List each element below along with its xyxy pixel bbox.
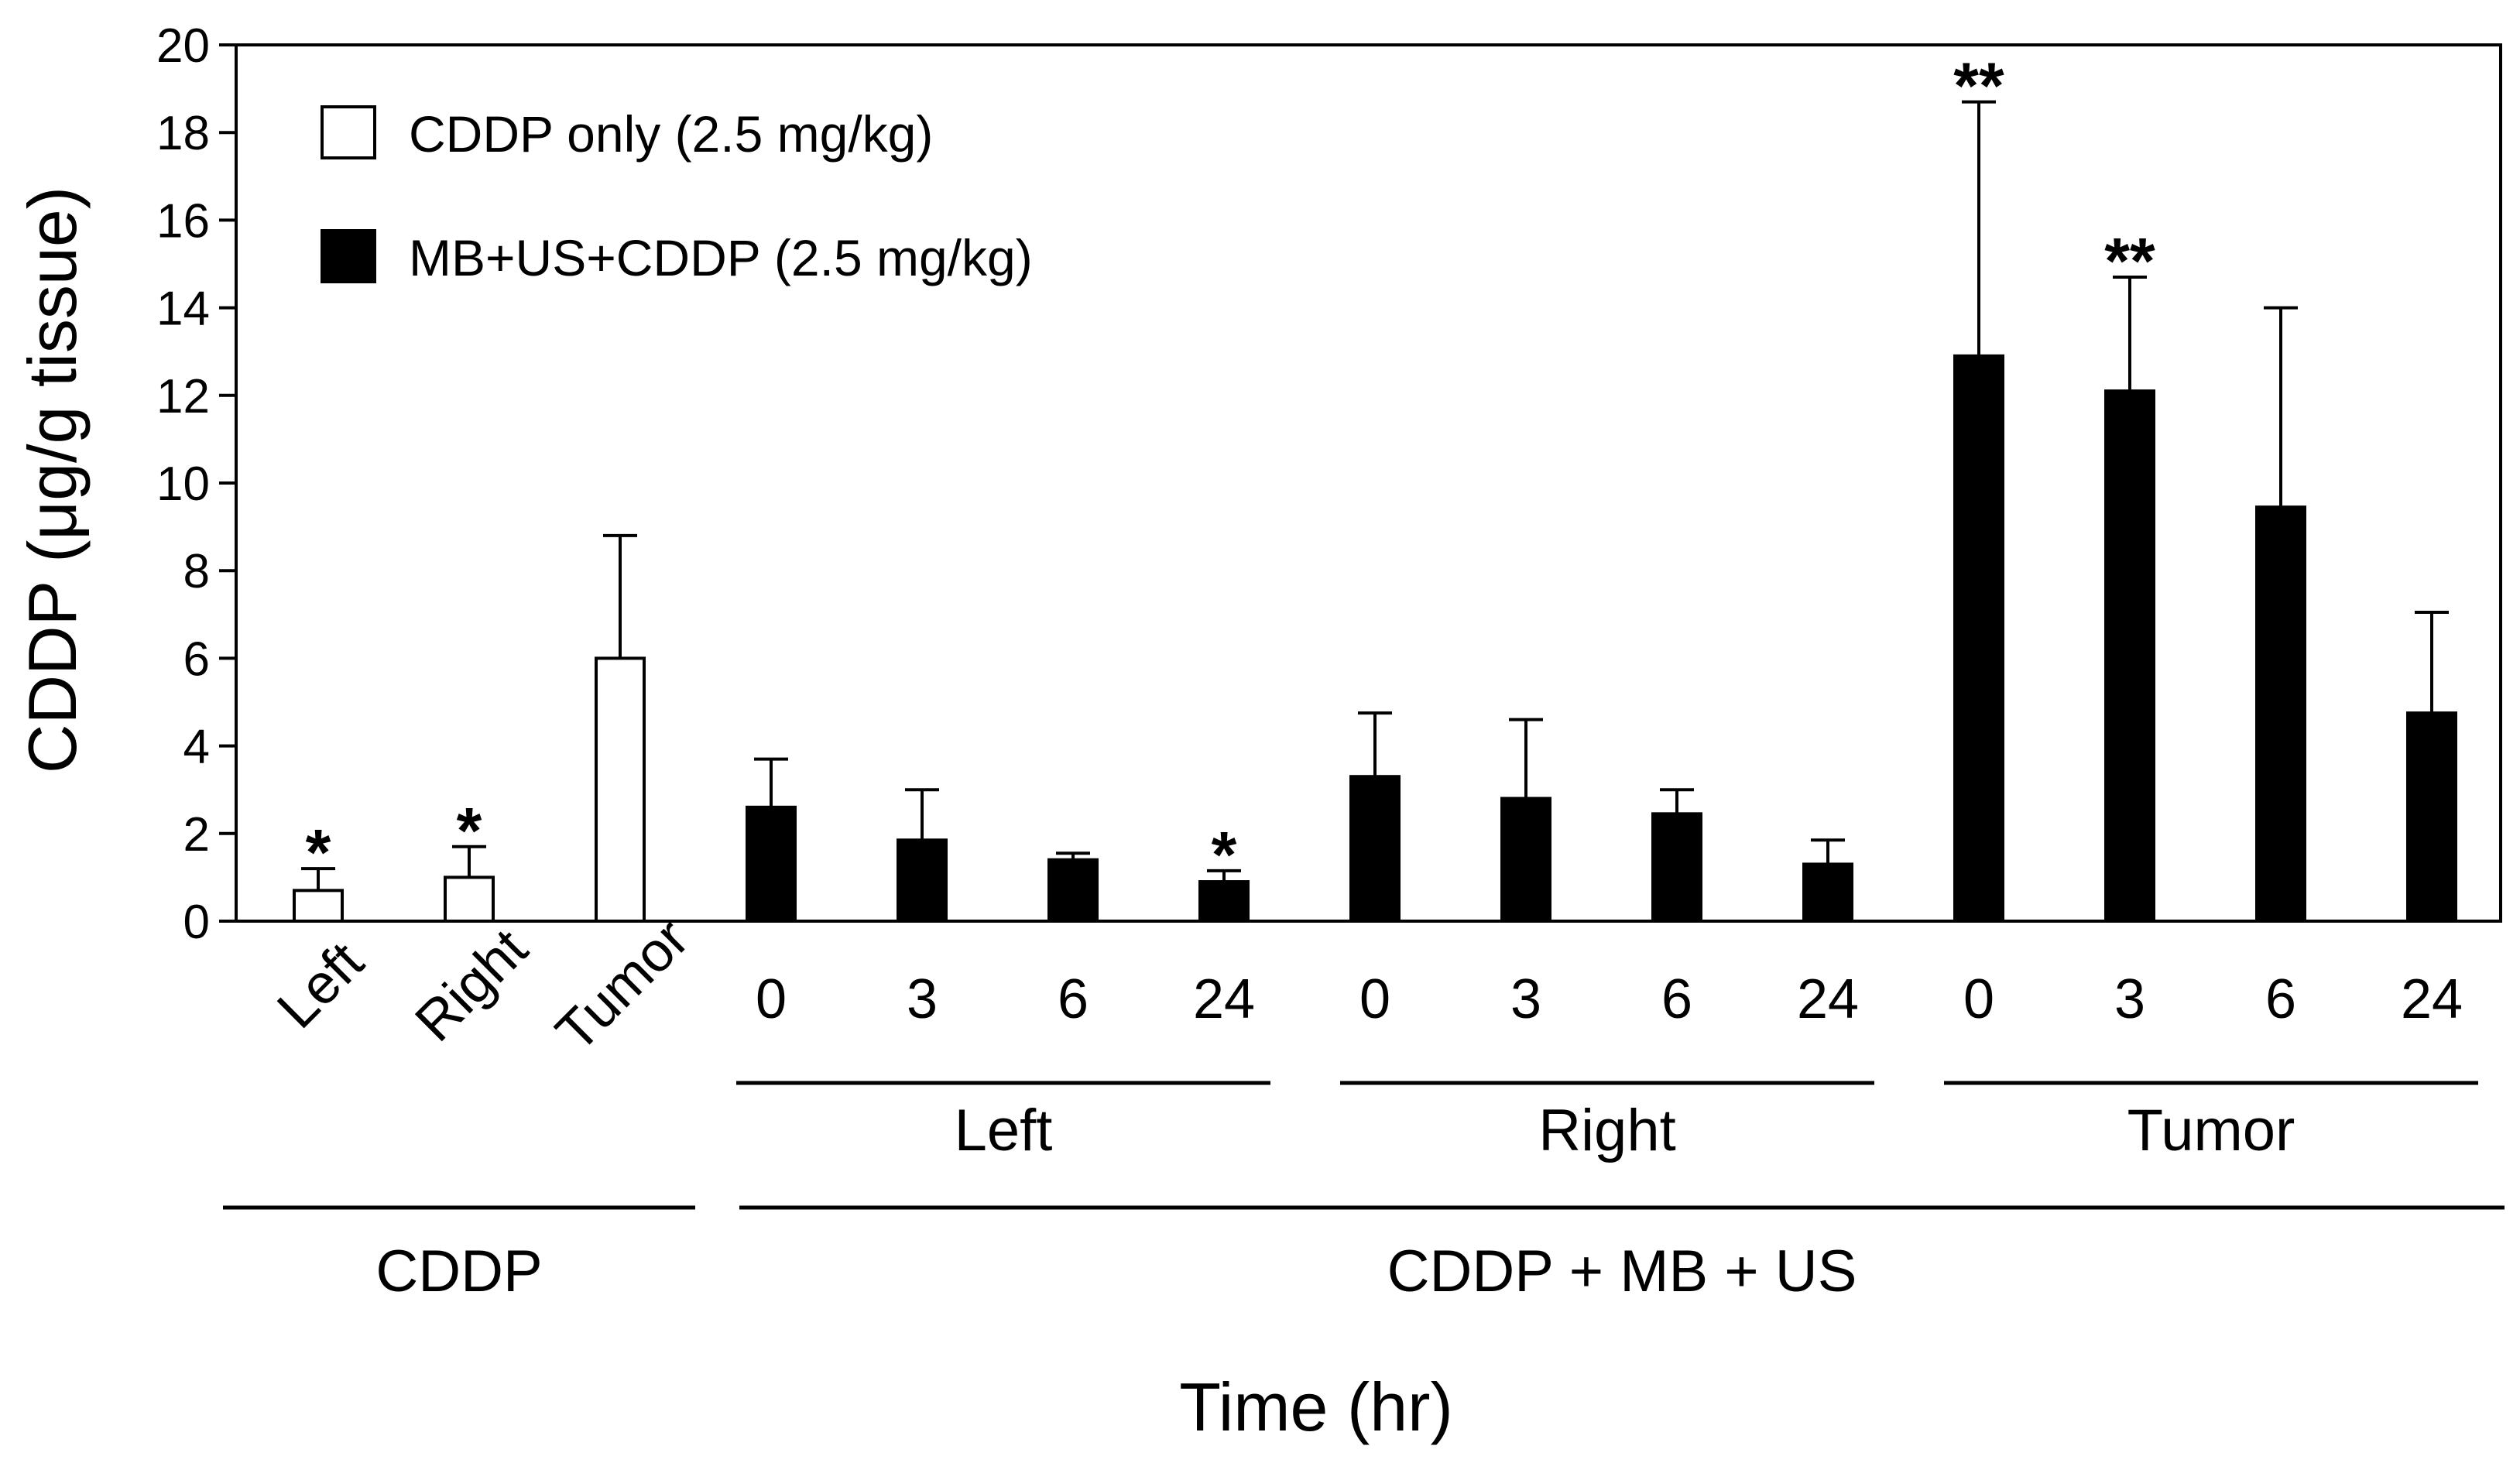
category-label: 24	[1797, 968, 1859, 1030]
bar-group: **	[2104, 224, 2155, 923]
bar	[1500, 797, 1551, 923]
bar-group	[1802, 838, 1853, 923]
y-tick-label: 6	[183, 632, 210, 686]
bar-group	[595, 533, 646, 923]
bar	[595, 656, 646, 923]
y-axis: 0 2 4 6 8 10 12 14 16 18 20	[156, 19, 236, 949]
y-tick-label: 18	[156, 107, 210, 160]
y-tick-label: 16	[156, 194, 210, 248]
bar	[746, 805, 797, 923]
legend-label: MB+US+CDDP (2.5 mg/kg)	[409, 229, 1033, 286]
bar-group: *	[293, 816, 344, 923]
category-label: 0	[756, 968, 787, 1030]
bar-group	[1349, 711, 1401, 923]
group-brackets: Left Right Tumor CDDP CDDP + MB + US	[223, 1081, 2505, 1304]
significance-marker: *	[1212, 818, 1237, 891]
bar	[1047, 858, 1099, 923]
y-tick-label: 4	[183, 721, 210, 774]
category-label: 0	[1963, 968, 1994, 1030]
category-label: 24	[2401, 968, 2463, 1030]
category-label: 3	[1510, 968, 1541, 1030]
y-tick-label: 12	[156, 370, 210, 423]
category-label: Tumor	[544, 907, 701, 1064]
bar	[2406, 711, 2457, 923]
bar-group: **	[1953, 50, 2004, 923]
y-tick-label: 2	[183, 808, 210, 862]
bar	[1651, 812, 1702, 923]
bar-group	[1047, 851, 1099, 923]
group-label: CDDP + MB + US	[1387, 1239, 1857, 1304]
bar-group	[2255, 306, 2306, 923]
y-tick-label: 14	[156, 283, 210, 336]
bar-group	[897, 788, 948, 923]
bar-group: *	[1198, 818, 1250, 923]
subgroup-label: Right	[1538, 1098, 1675, 1163]
category-label: 6	[1058, 968, 1089, 1030]
legend-swatch	[321, 229, 376, 283]
legend: CDDP only (2.5 mg/kg) MB+US+CDDP (2.5 mg/…	[321, 105, 1033, 286]
bars-layer: * * *****	[293, 50, 2457, 923]
legend-swatch	[321, 105, 376, 159]
y-tick-label: 8	[183, 545, 210, 598]
bar	[444, 875, 495, 923]
bar	[1349, 775, 1401, 923]
bar-group	[1500, 718, 1551, 923]
y-tick-label: 20	[156, 19, 210, 73]
bar	[897, 838, 948, 923]
significance-marker: *	[306, 816, 331, 889]
y-tick-label: 0	[183, 896, 210, 949]
bar	[2104, 389, 2155, 923]
category-label: Left	[266, 930, 375, 1040]
bar	[2255, 505, 2306, 923]
subgroup-label: Left	[955, 1098, 1053, 1163]
bar	[1198, 880, 1250, 923]
category-label: Right	[403, 917, 539, 1053]
category-label: 6	[1661, 968, 1692, 1030]
x-axis-title: Time (hr)	[1179, 1369, 1453, 1445]
legend-label: CDDP only (2.5 mg/kg)	[409, 105, 933, 163]
category-label: 6	[2265, 968, 2296, 1030]
x-axis-labels: Left Right Tumor 0 3 6 24 0 3 6 24 0 3 6 24	[266, 907, 2463, 1064]
significance-marker: *	[457, 794, 482, 867]
bar	[1953, 354, 2004, 923]
category-label: 3	[907, 968, 938, 1030]
group-label: CDDP	[375, 1239, 542, 1304]
significance-marker: **	[1953, 50, 2004, 122]
category-label: 3	[2114, 968, 2145, 1030]
bar-group: *	[444, 794, 495, 923]
category-label: 0	[1359, 968, 1390, 1030]
bar-group	[1651, 788, 1702, 923]
y-axis-title: CDDP (μg/g tissue)	[14, 187, 91, 773]
category-label: 24	[1193, 968, 1255, 1030]
bar	[1802, 862, 1853, 923]
subgroup-label: Tumor	[2127, 1098, 2295, 1163]
y-tick-label: 10	[156, 457, 210, 511]
bar	[293, 889, 344, 923]
bar-group	[2406, 610, 2457, 923]
significance-marker: **	[2104, 224, 2155, 297]
bar-group	[746, 757, 797, 923]
